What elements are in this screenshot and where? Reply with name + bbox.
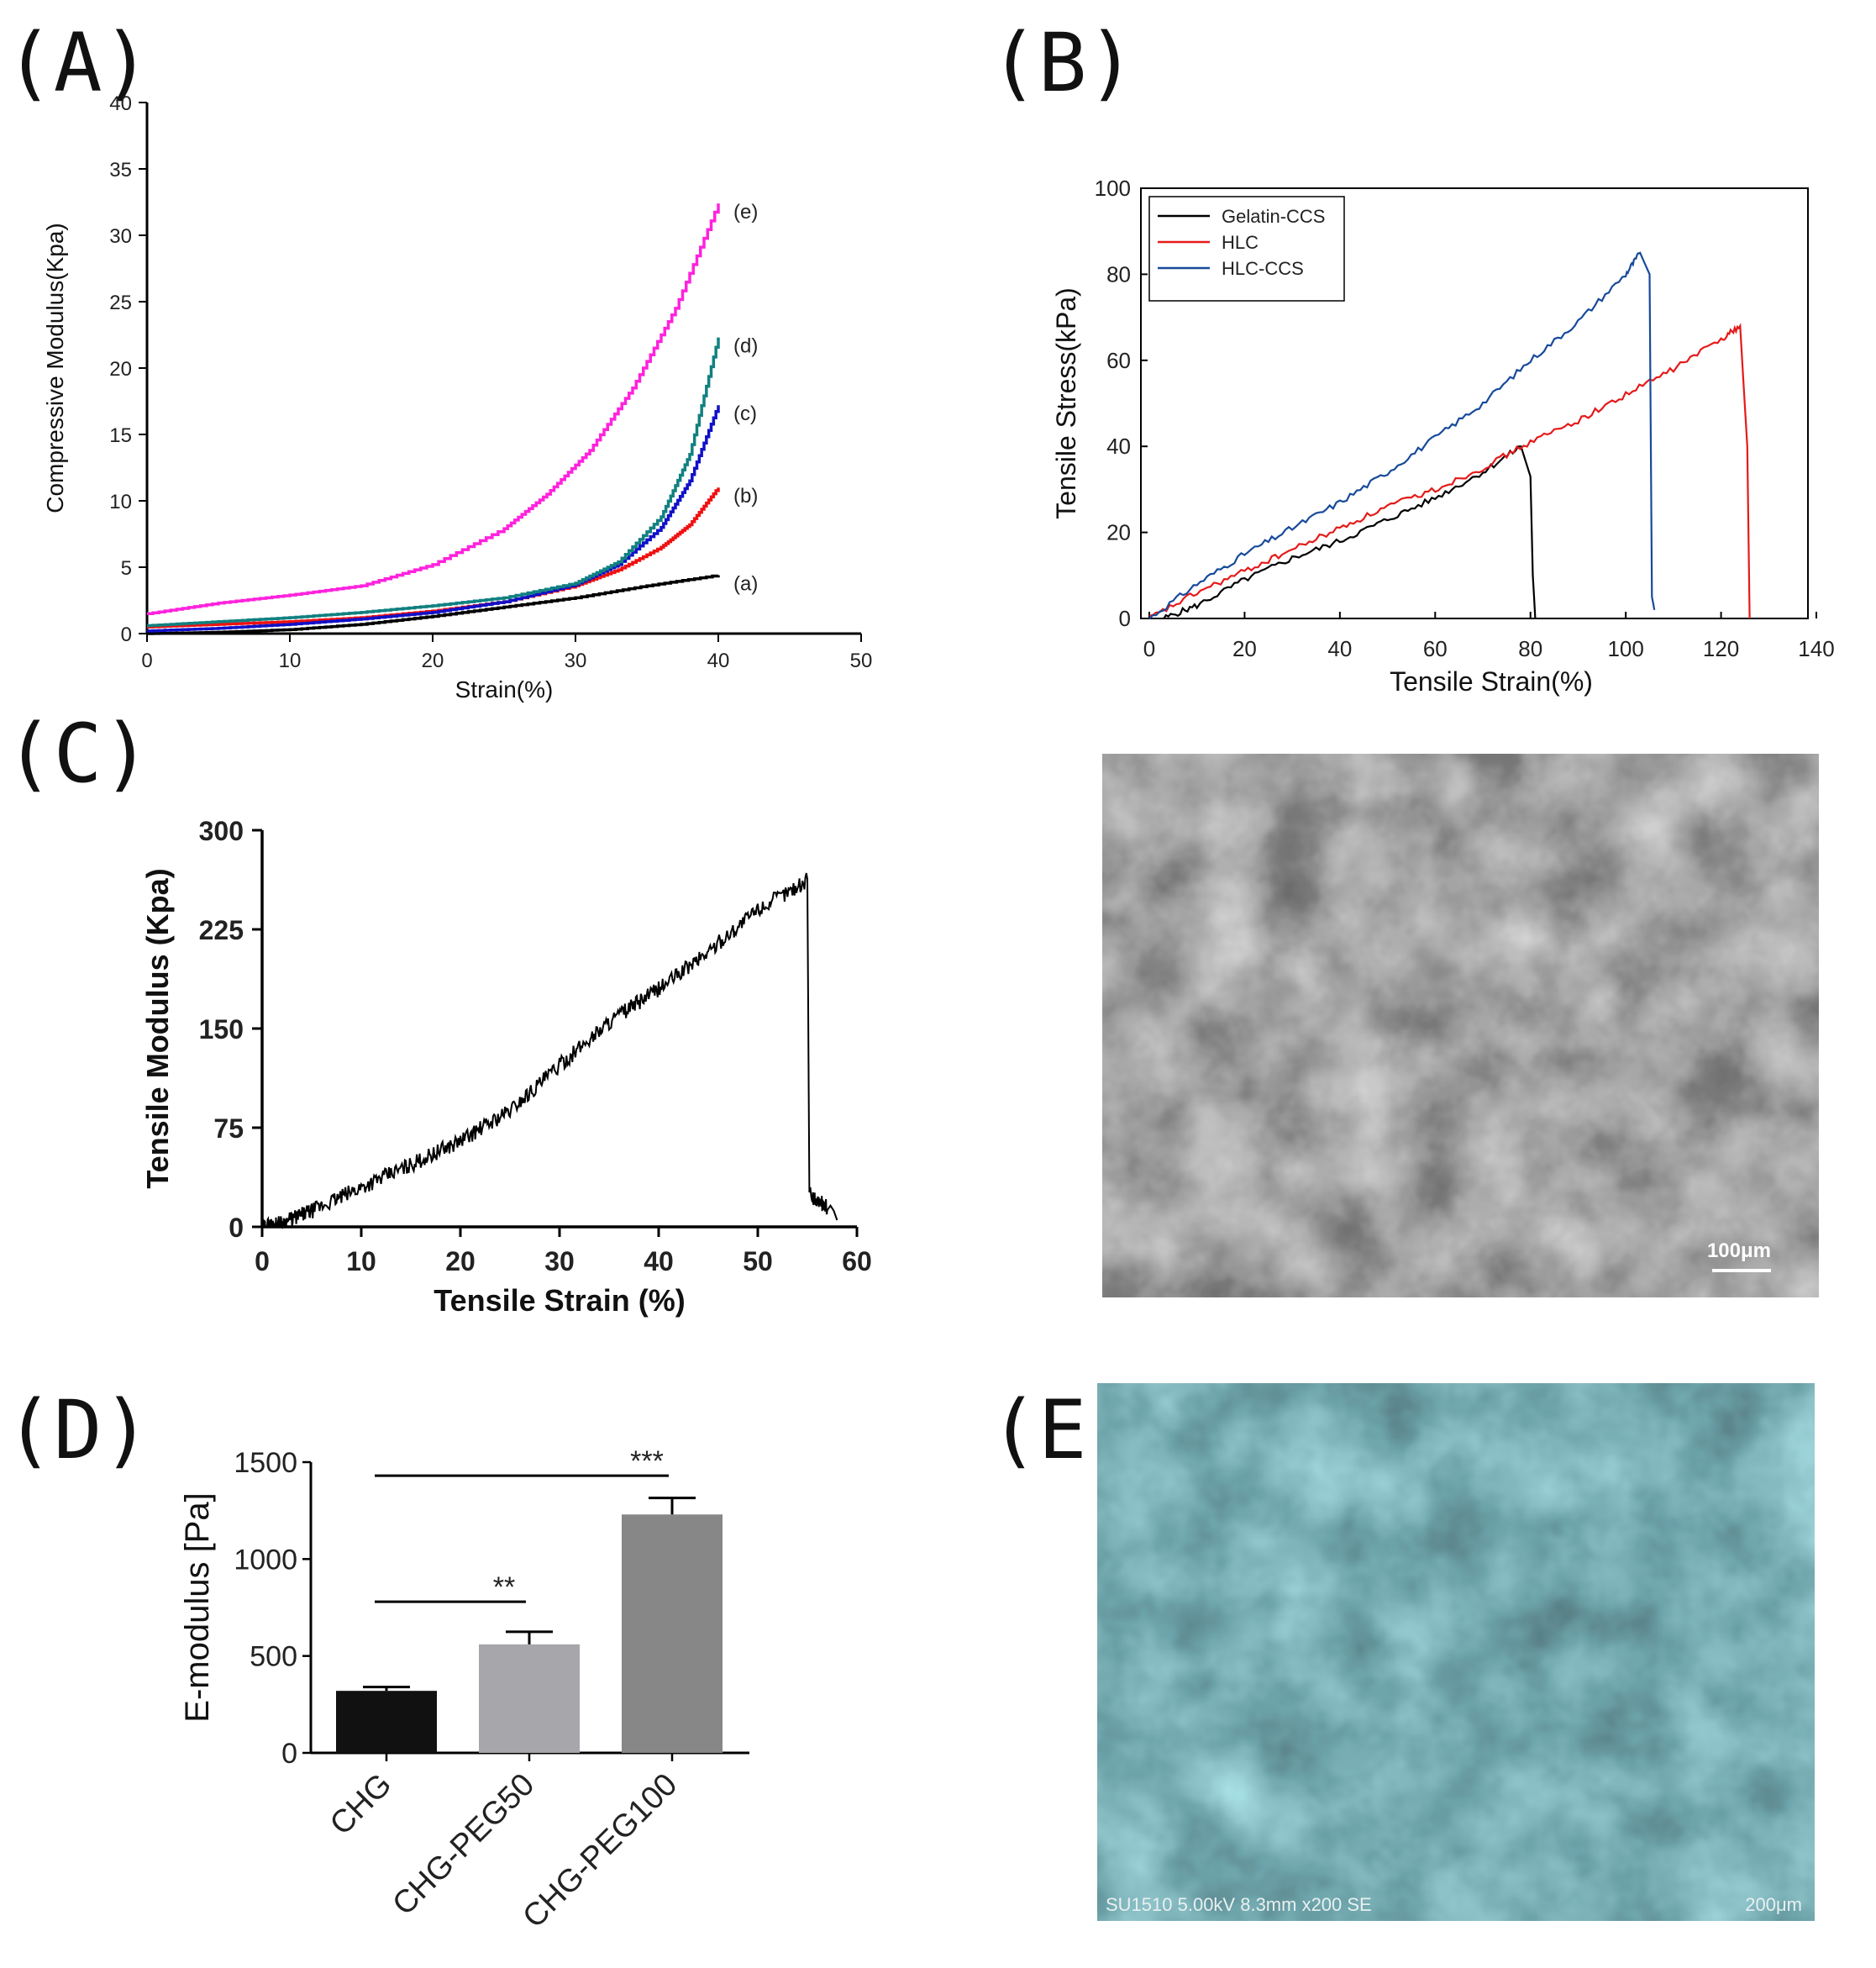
chart-a-xtick-label: 30 bbox=[565, 650, 587, 672]
chart-b-xtick-label: 60 bbox=[1423, 636, 1448, 661]
chart-d-significance-label-2: *** bbox=[630, 1445, 664, 1477]
chart-a-ytick-label: 25 bbox=[109, 292, 132, 314]
chart-a-xtick-label: 0 bbox=[141, 650, 152, 672]
chart-a-xlabel: Strain(%) bbox=[455, 676, 554, 702]
sem-c-scale-label: 100μm bbox=[1707, 1239, 1771, 1262]
panel-label-a: (A) bbox=[5, 16, 150, 110]
chart-c-series bbox=[261, 872, 838, 1230]
chart-b-ytick-label: 20 bbox=[1106, 520, 1131, 545]
chart-d-ylabel: E-modulus [Pa] bbox=[179, 1492, 216, 1722]
chart-b-xtick-label: 40 bbox=[1327, 636, 1352, 661]
chart-b-xtick-label: 0 bbox=[1143, 636, 1155, 661]
chart-b-series-hlc bbox=[1148, 323, 1751, 619]
chart-d-bar-1 bbox=[336, 1691, 437, 1753]
sem-image-e-texture bbox=[1097, 1383, 1815, 1921]
chart-d-ytick-label: 0 bbox=[281, 1738, 297, 1770]
sem-e-caption: SU1510 5.00kV 8.3mm x200 SE bbox=[1106, 1894, 1372, 1915]
chart-b-frame bbox=[1140, 187, 1809, 619]
chart-a-ytick-label: 30 bbox=[109, 225, 132, 248]
chart-c-xtick-label: 60 bbox=[842, 1246, 872, 1276]
chart-b-ytick-label: 80 bbox=[1106, 261, 1131, 287]
sem-image-c-texture bbox=[1102, 754, 1819, 1297]
chart-c-ytick-label: 75 bbox=[213, 1113, 244, 1144]
chart-c-ylabel: Tensile Modulus (Kpa) bbox=[140, 868, 175, 1188]
panel-label-c: (C) bbox=[5, 707, 150, 801]
chart-a-series-label-b: (b) bbox=[733, 485, 758, 508]
chart-c: 0 75 150 225 300 0 10 20 30 40 50 60 Tensile Strain… bbox=[140, 816, 872, 1318]
chart-d-bar-3 bbox=[622, 1514, 723, 1753]
chart-a-ytick-label: 5 bbox=[121, 557, 132, 580]
chart-a-ytick-label: 10 bbox=[109, 491, 132, 513]
chart-a-series-label-c: (c) bbox=[733, 403, 757, 425]
sem-image-c: 100μm bbox=[1102, 754, 1819, 1297]
chart-b-xtick-label: 140 bbox=[1798, 636, 1834, 661]
chart-c-xtick-label: 10 bbox=[346, 1246, 376, 1276]
chart-d-xtick-label-2: CHG-PEG50 bbox=[386, 1767, 541, 1923]
chart-b: 0 20 40 60 80 100 0 20 40 60 80 100 120 140 Gelatin-C… bbox=[1051, 176, 1835, 697]
chart-d-bar-2 bbox=[479, 1644, 580, 1753]
chart-a-series-d bbox=[147, 337, 720, 628]
chart-b-ytick-label: 40 bbox=[1106, 434, 1131, 459]
chart-b-ytick-label: 100 bbox=[1095, 176, 1131, 201]
chart-b-series-hlc-ccs bbox=[1148, 251, 1656, 620]
chart-a: 0 5 10 15 20 25 30 35 40 0 10 20 30 40 50 (a) (b) (c) (d)… bbox=[42, 92, 872, 702]
chart-c-xtick-label: 30 bbox=[544, 1246, 575, 1276]
chart-a-ylabel: Compressive Modulus(Kpa) bbox=[42, 223, 68, 513]
chart-c-ytick-label: 150 bbox=[199, 1014, 244, 1045]
chart-b-legend: Gelatin-CCS HLC HLC-CCS bbox=[1148, 196, 1345, 302]
chart-d-ytick-label: 1500 bbox=[234, 1447, 297, 1479]
chart-a-series-a bbox=[147, 574, 720, 635]
chart-a-series-label-a: (a) bbox=[733, 572, 758, 595]
chart-a-ytick-label: 0 bbox=[121, 624, 132, 646]
chart-a-series-label-d: (d) bbox=[733, 335, 758, 358]
chart-c-xtick-label: 50 bbox=[743, 1246, 773, 1276]
chart-c-xtick-label: 0 bbox=[255, 1246, 270, 1276]
chart-d-ytick-label: 500 bbox=[250, 1641, 297, 1673]
sem-e-scale-label: 200μm bbox=[1745, 1894, 1802, 1915]
chart-a-ytick-label: 35 bbox=[109, 159, 132, 182]
chart-b-ytick-label: 0 bbox=[1119, 606, 1131, 631]
chart-b-ytick-label: 60 bbox=[1106, 348, 1131, 373]
chart-a-series-e bbox=[147, 203, 720, 616]
panel-label-b: (B) bbox=[990, 16, 1135, 110]
panel-label-d: (D) bbox=[5, 1383, 150, 1477]
chart-a-series-label-e: (e) bbox=[733, 201, 758, 224]
chart-b-series-gelatin-ccs bbox=[1163, 445, 1537, 620]
sem-image-e: SU1510 5.00kV 8.3mm x200 SE 200μm bbox=[1097, 1383, 1815, 1921]
chart-a-ytick-label: 20 bbox=[109, 358, 132, 381]
legend-label-hlc: HLC bbox=[1222, 232, 1259, 253]
chart-c-ytick-label: 0 bbox=[229, 1213, 244, 1243]
chart-b-ylabel: Tensile Stress(kPa) bbox=[1051, 287, 1081, 519]
chart-a-ytick-label: 40 bbox=[109, 92, 132, 115]
legend-label-hlc-ccs: HLC-CCS bbox=[1222, 258, 1304, 279]
chart-b-xtick-label: 120 bbox=[1703, 636, 1739, 661]
chart-a-ytick-label: 15 bbox=[109, 424, 132, 447]
chart-d-xtick-label-3: CHG-PEG100 bbox=[516, 1767, 684, 1935]
chart-b-xtick-label: 20 bbox=[1232, 636, 1257, 661]
chart-a-series-c bbox=[147, 405, 720, 633]
chart-c-xtick-label: 20 bbox=[445, 1246, 476, 1276]
chart-c-ytick-label: 300 bbox=[199, 816, 244, 846]
chart-a-xtick-label: 20 bbox=[422, 650, 444, 672]
chart-c-ytick-label: 225 bbox=[199, 915, 244, 945]
chart-c-xtick-label: 40 bbox=[644, 1246, 674, 1276]
chart-d-xtick-label-1: CHG bbox=[323, 1767, 398, 1842]
chart-d-significance-label-1: ** bbox=[493, 1571, 515, 1603]
chart-b-xtick-label: 100 bbox=[1607, 636, 1643, 661]
legend-label-gelatin-ccs: Gelatin-CCS bbox=[1222, 206, 1325, 227]
chart-d-ytick-label: 1000 bbox=[234, 1544, 297, 1576]
chart-b-xlabel: Tensile Strain(%) bbox=[1390, 666, 1593, 697]
chart-a-xtick-label: 10 bbox=[279, 650, 302, 672]
chart-a-xtick-label: 50 bbox=[850, 650, 873, 672]
chart-c-xlabel: Tensile Strain (%) bbox=[434, 1283, 685, 1318]
chart-b-xtick-label: 80 bbox=[1518, 636, 1542, 661]
chart-a-xtick-label: 40 bbox=[707, 650, 730, 672]
